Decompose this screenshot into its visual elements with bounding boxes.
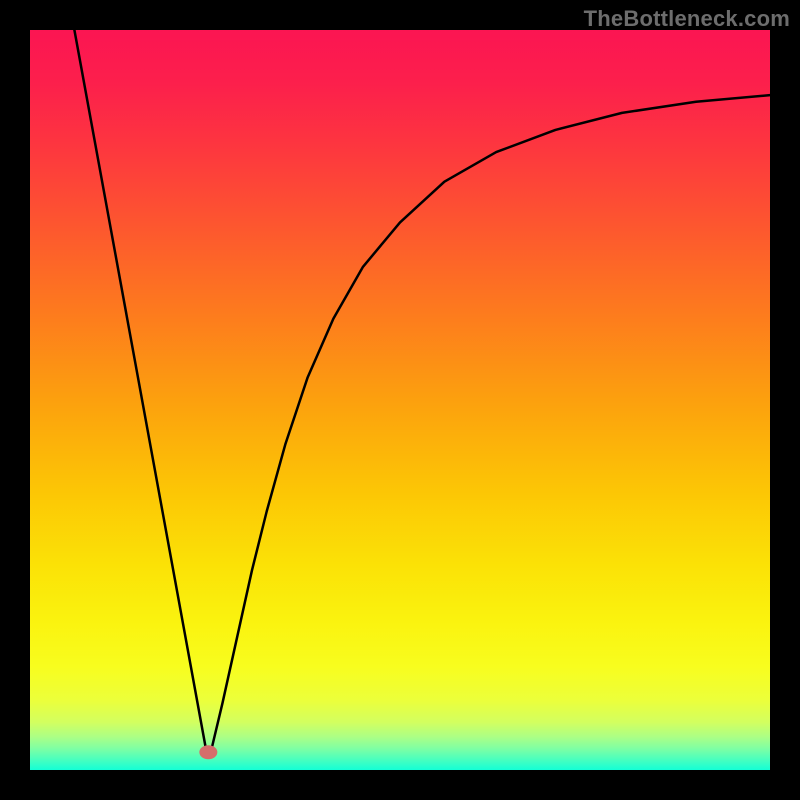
plot-area	[30, 30, 770, 770]
watermark-text: TheBottleneck.com	[584, 6, 790, 32]
minimum-marker	[199, 745, 217, 759]
curve-layer	[30, 30, 770, 770]
chart-frame: TheBottleneck.com	[0, 0, 800, 800]
curve-right-ascent	[211, 95, 770, 750]
curve-left-descent	[74, 30, 206, 750]
